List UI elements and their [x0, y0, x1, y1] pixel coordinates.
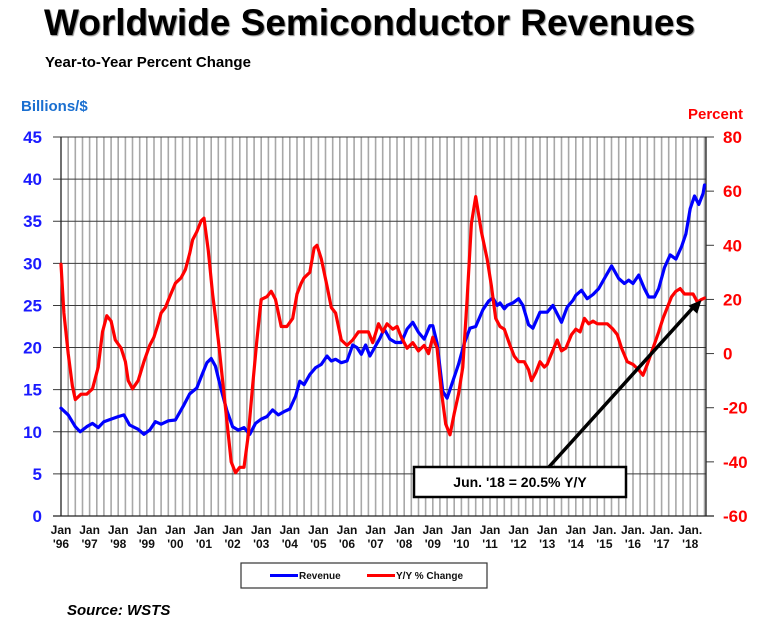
right-tick-label: -20	[723, 399, 748, 418]
left-tick-label: 40	[23, 170, 42, 189]
x-tick-label-year: '13	[539, 537, 556, 551]
x-tick-label-month: Jan	[251, 523, 272, 537]
x-tick-label-year: '10	[453, 537, 470, 551]
left-tick-label: 0	[33, 507, 42, 526]
series-line-yoy	[59, 195, 707, 475]
series-line-revenue	[59, 183, 707, 436]
left-axis-label: Billions/$	[21, 98, 88, 115]
x-tick-label-month: Jan	[79, 523, 100, 537]
x-tick-label-year: '18	[682, 537, 699, 551]
x-tick-label-month: Jan	[308, 523, 329, 537]
x-tick-label-year: '02	[224, 537, 241, 551]
vertical-gridlines	[67, 137, 706, 516]
x-tick-label-month: Jan.	[650, 523, 674, 537]
x-tick-label-month: Jan	[194, 523, 215, 537]
axes	[53, 136, 714, 517]
x-tick-label-month: Jan	[279, 523, 300, 537]
x-tick-label-year: '97	[81, 537, 98, 551]
left-tick-label: 20	[23, 339, 42, 358]
x-tick-label-month: Jan	[480, 523, 501, 537]
x-tick-label-year: '07	[367, 537, 384, 551]
right-tick-label: -40	[723, 453, 748, 472]
right-tick-label: 20	[723, 290, 742, 309]
left-tick-label: 35	[23, 212, 42, 231]
x-tick-label-month: Jan	[565, 523, 586, 537]
legend-yoy-label: Y/Y % Change	[396, 571, 463, 582]
x-tick-label-year: '14	[568, 537, 585, 551]
x-tick-label-month: Jan	[508, 523, 529, 537]
annotation-arrow-head	[688, 300, 702, 314]
x-tick-label-year: '96	[53, 537, 70, 551]
right-tick-label: -60	[723, 507, 748, 526]
left-tick-label: 10	[23, 423, 42, 442]
x-tick-label-month: Jan	[537, 523, 558, 537]
x-tick-label-year: '99	[139, 537, 156, 551]
x-tick-label-month: Jan.	[592, 523, 616, 537]
x-tick-label-month: Jan.	[678, 523, 702, 537]
legend: Revenue Y/Y % Change	[240, 562, 488, 589]
left-tick-label: 45	[23, 128, 42, 147]
x-tick-label-month: Jan	[365, 523, 386, 537]
x-tick-label-year: '09	[425, 537, 442, 551]
chart-title: Worldwide Semiconductor Revenues	[44, 2, 696, 43]
x-tick-label-year: '15	[596, 537, 613, 551]
x-tick-label-month: Jan	[337, 523, 358, 537]
x-tick-label-month: Jan.	[621, 523, 645, 537]
left-tick-label: 30	[23, 254, 42, 273]
annotation-box	[412, 465, 628, 499]
annotation: Jun. '18 = 20.5% Y/Y	[412, 300, 702, 499]
right-tick-labels: -60 -40 -20 0 20 40 60 80	[723, 128, 748, 526]
left-tick-label: 15	[23, 381, 42, 400]
x-tick-label-year: '03	[253, 537, 270, 551]
x-tick-label-year: '06	[339, 537, 356, 551]
x-tick-label-year: '05	[310, 537, 327, 551]
x-tick-label-year: '12	[510, 537, 527, 551]
source-note: Source: WSTS	[67, 602, 171, 619]
x-tick-label-month: Jan	[165, 523, 186, 537]
x-tick-label-month: Jan	[51, 523, 72, 537]
right-axis-label: Percent	[688, 106, 744, 123]
x-tick-label-year: '16	[625, 537, 642, 551]
right-tick-label: 60	[723, 182, 742, 201]
x-tick-label-month: Jan	[451, 523, 472, 537]
chart-subtitle: Year-to-Year Percent Change	[45, 54, 251, 71]
left-tick-labels: 0 5 10 15 20 25 30 35 40 45	[23, 128, 42, 526]
x-tick-label-month: Jan	[422, 523, 443, 537]
series-lines	[59, 183, 707, 475]
legend-revenue-label: Revenue	[299, 571, 341, 582]
annotation-arrow-shaft	[546, 305, 695, 470]
annotation-text: Jun. '18 = 20.5% Y/Y	[453, 474, 587, 490]
x-tick-label-year: '00	[167, 537, 184, 551]
left-tick-label: 5	[33, 465, 42, 484]
x-tick-label-month: Jan	[136, 523, 157, 537]
x-tick-label-year: '08	[396, 537, 413, 551]
x-tick-label-month: Jan	[394, 523, 415, 537]
x-tick-label-year: '98	[110, 537, 127, 551]
right-tick-label: 80	[723, 128, 742, 147]
x-tick-labels: Jan'96Jan'97Jan'98Jan'99Jan'00Jan'01Jan'…	[51, 523, 703, 551]
x-tick-label-year: '04	[282, 537, 299, 551]
right-tick-label: 0	[723, 345, 732, 364]
left-tick-label: 25	[23, 296, 42, 315]
x-tick-label-year: '11	[482, 537, 498, 551]
x-tick-label-year: '17	[653, 537, 670, 551]
right-tick-label: 40	[723, 236, 742, 255]
x-tick-label-year: '01	[196, 537, 213, 551]
x-tick-label-month: Jan	[108, 523, 129, 537]
x-tick-label-month: Jan	[222, 523, 243, 537]
